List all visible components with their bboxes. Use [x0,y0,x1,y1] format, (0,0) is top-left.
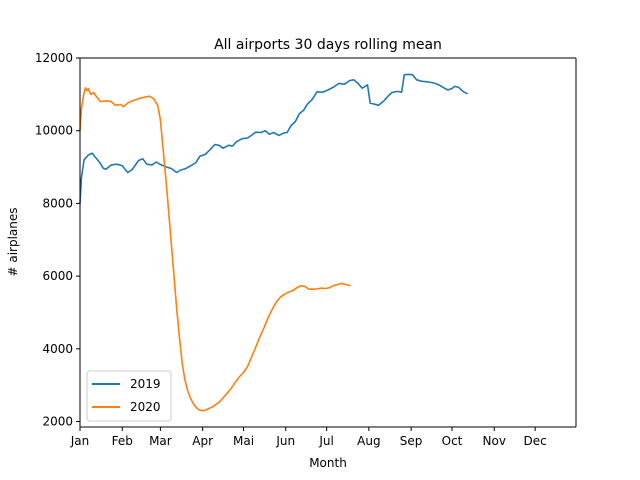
x-tick-label: Nov [483,434,506,448]
legend-label-2020: 2020 [130,400,161,414]
y-tick-label: 8000 [42,196,73,210]
x-tick-label: Oct [442,434,463,448]
series-line-2019 [79,73,468,205]
y-axis-ticks: 2000 4000 6000 8000 10000 12000 [35,51,80,429]
legend-label-2019: 2019 [130,377,161,391]
x-tick-label: Dec [524,434,547,448]
plot-area [80,58,576,427]
x-axis-ticks: Jan Feb Mar Apr Mai Jun Jul Aug Sep Oct Nov Dec [70,427,547,448]
x-tick-label: Mai [233,434,254,448]
chart-title: All airports 30 days rolling mean [214,37,442,53]
x-tick-label: Aug [357,434,380,448]
y-tick-label: 12000 [35,51,73,65]
y-tick-label: 4000 [42,342,73,356]
x-tick-label: Jul [318,434,333,448]
y-tick-label: 6000 [42,269,73,283]
axes-frame [79,57,577,428]
x-axis-label: Month [309,456,347,470]
series-line-2020 [79,87,351,412]
x-tick-label: Sep [400,434,423,448]
series-layer [79,73,468,412]
x-tick-label: Apr [192,434,213,448]
y-tick-label: 2000 [42,415,73,429]
legend: 2019 2020 [86,370,172,422]
y-tick-label: 10000 [35,124,73,138]
x-tick-label: Mar [149,434,172,448]
x-tick-label: Jan [70,434,90,448]
x-tick-label: Jun [275,434,295,448]
y-axis-label: # airplanes [6,207,20,276]
x-tick-label: Feb [112,434,133,448]
